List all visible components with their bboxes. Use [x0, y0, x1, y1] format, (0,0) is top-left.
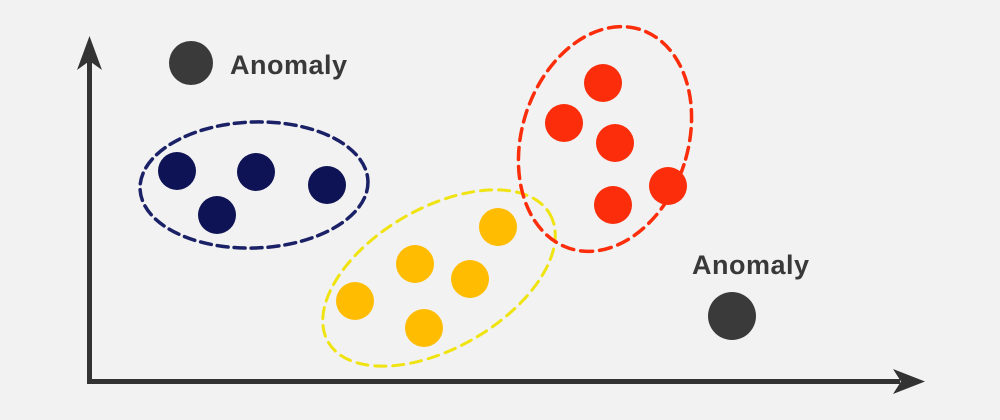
yellow-cluster-point [336, 282, 374, 320]
yellow-cluster-boundary [321, 188, 557, 368]
yellow-cluster-group [321, 188, 557, 368]
y-axis-arrow-icon [77, 36, 102, 70]
yellow-cluster-point [396, 245, 434, 283]
red-cluster-point [649, 167, 687, 205]
anomaly-label: Anomaly [230, 50, 348, 80]
anomaly-2: Anomaly [692, 250, 810, 340]
navy-cluster-point [158, 152, 196, 190]
navy-cluster-boundary [138, 120, 370, 250]
anomaly-label: Anomaly [692, 250, 810, 280]
navy-cluster-point [237, 153, 275, 191]
axes [77, 36, 925, 394]
anomaly-dot [708, 292, 756, 340]
red-cluster-point [596, 124, 634, 162]
anomaly-1: Anomaly [169, 41, 348, 85]
navy-cluster-group [138, 120, 370, 250]
x-axis-arrow-icon [893, 369, 925, 394]
navy-cluster-point [198, 196, 236, 234]
clusters-layer [138, 24, 694, 368]
anomaly-dot [169, 41, 213, 85]
red-cluster-point [594, 186, 632, 224]
red-cluster-group [516, 24, 694, 254]
red-cluster-point [545, 104, 583, 142]
navy-cluster-point [308, 166, 346, 204]
anomalies-layer: Anomaly Anomaly [169, 41, 810, 340]
red-cluster-point [584, 64, 622, 102]
yellow-cluster-point [405, 309, 443, 347]
yellow-cluster-point [451, 260, 489, 298]
red-cluster-boundary [516, 24, 694, 254]
yellow-cluster-point [479, 208, 517, 246]
